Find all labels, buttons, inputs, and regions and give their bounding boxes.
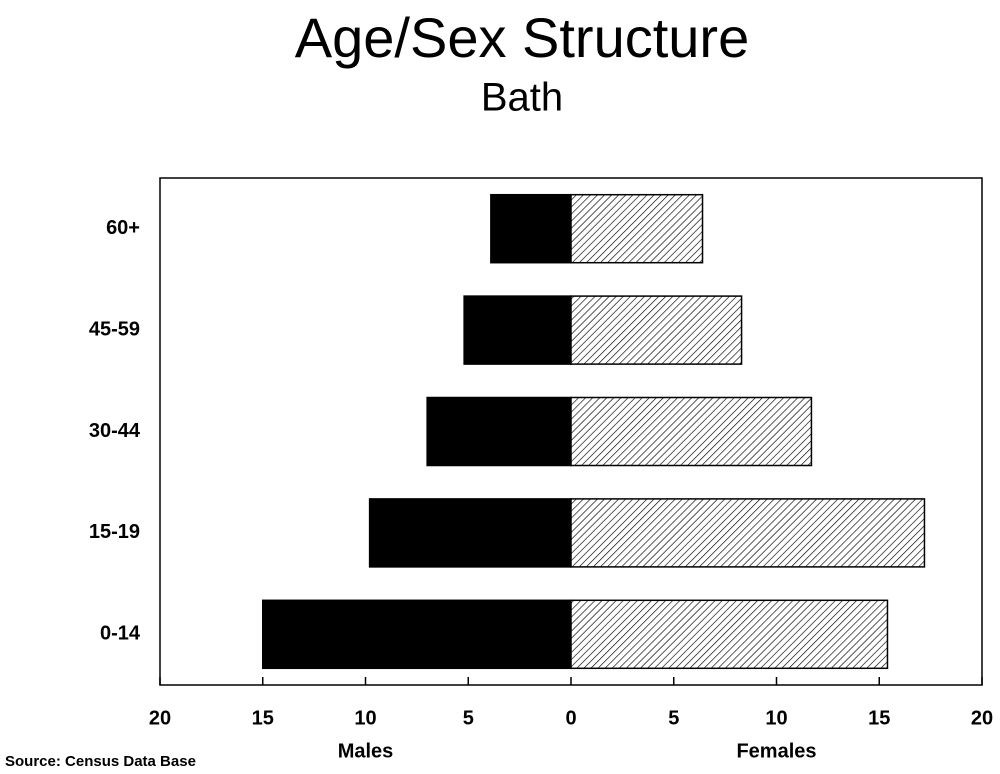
x-tick-label: 20 bbox=[149, 707, 171, 729]
axis-label: Males bbox=[338, 740, 394, 762]
bar bbox=[262, 599, 572, 670]
source-note: Source: Census Data Base bbox=[5, 753, 196, 770]
bar bbox=[570, 498, 926, 568]
x-tick-label: 5 bbox=[463, 707, 474, 729]
y-tick-label: 0-14 bbox=[100, 623, 141, 645]
x-tick-label: 15 bbox=[868, 707, 890, 729]
chart-subtitle: Bath bbox=[481, 76, 563, 120]
x-tick-label: 10 bbox=[354, 707, 376, 729]
chart-title: Age/Sex Structure bbox=[295, 6, 749, 69]
bar bbox=[368, 498, 572, 568]
axis-label: Females bbox=[736, 740, 816, 762]
bar bbox=[426, 396, 572, 467]
y-tick-label: 30-44 bbox=[89, 420, 141, 442]
x-tick-label: 15 bbox=[252, 707, 274, 729]
bar bbox=[570, 295, 743, 365]
x-tick-label: 20 bbox=[971, 707, 993, 729]
y-tick-label: 60+ bbox=[106, 217, 140, 239]
x-tick-label: 5 bbox=[668, 707, 679, 729]
x-tick-label: 10 bbox=[765, 707, 787, 729]
bar bbox=[570, 396, 813, 467]
y-tick-label: 45-59 bbox=[89, 318, 140, 340]
bar bbox=[490, 193, 572, 264]
x-tick-label: 0 bbox=[565, 707, 576, 729]
bar bbox=[570, 193, 704, 264]
y-tick-label: 15-19 bbox=[89, 521, 140, 543]
bar bbox=[570, 599, 889, 670]
bar bbox=[463, 295, 572, 365]
